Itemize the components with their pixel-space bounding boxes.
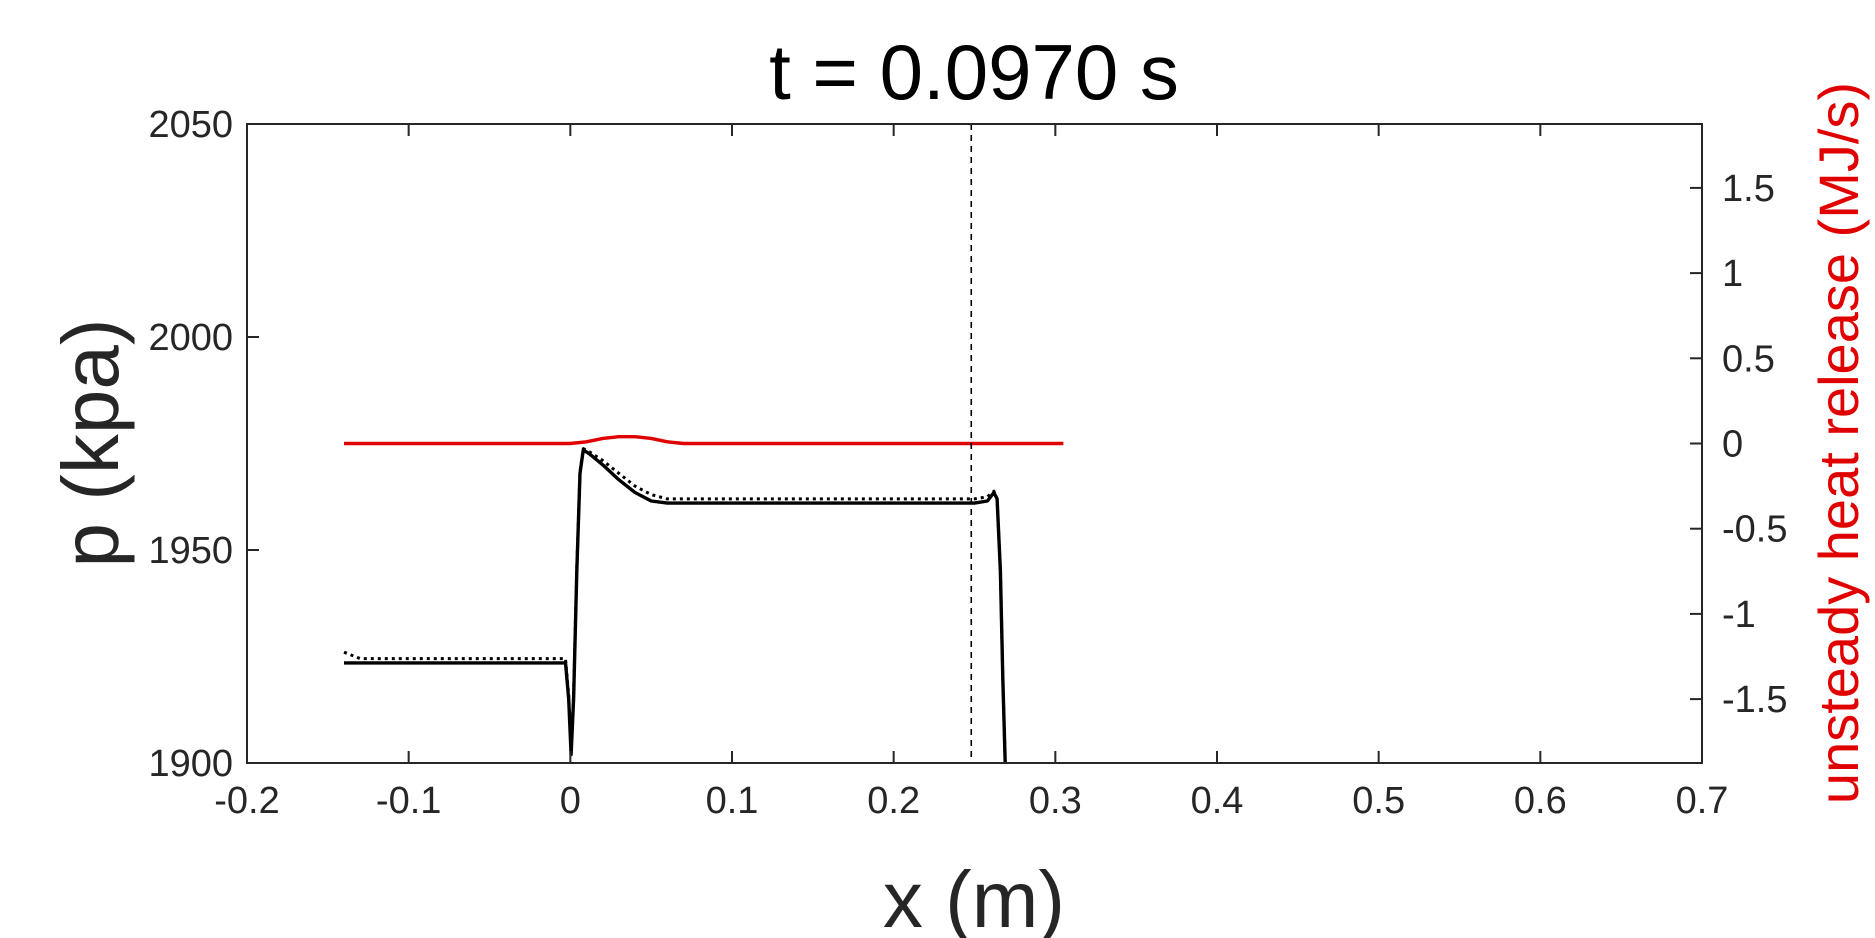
series-layer	[343, 435, 1064, 764]
y-left-tick-label: 2050	[148, 104, 233, 146]
y-axis-label-left: p (kpa)	[46, 319, 135, 568]
y-right-tick-label: 0.5	[1722, 338, 1775, 380]
x-tick-label: 0.2	[867, 780, 920, 822]
x-axis-label: x (m)	[883, 855, 1065, 938]
chart-title: t = 0.0970 s	[769, 28, 1179, 116]
series-line-1	[343, 447, 1007, 764]
x-tick-label: 0.3	[1029, 780, 1082, 822]
y-right-tick-label: -1	[1722, 594, 1756, 636]
y-right-tick-label: 1.5	[1722, 168, 1775, 210]
x-tick-label: 0.7	[1676, 780, 1729, 822]
x-tick-label: -0.1	[376, 780, 441, 822]
x-tick-label: 0	[560, 780, 581, 822]
y-right-tick-label: -0.5	[1722, 509, 1787, 551]
y-left-tick-label: 1950	[148, 530, 233, 572]
y-left-tick-label: 2000	[148, 317, 233, 359]
x-tick-label: 0.1	[706, 780, 759, 822]
ticks-layer: -0.2 -0.1 0 0.1 0.2 0.3 0.4 0.5 0.6 0.7 1900 1950 20…	[148, 104, 1787, 822]
series-line-2	[344, 435, 1064, 446]
y-right-tick-label: 1	[1722, 253, 1743, 295]
y-right-tick-label: -1.5	[1722, 679, 1787, 721]
x-tick-label: -0.2	[214, 780, 279, 822]
y-axis-label-right: unsteady heat release (MJ/s)	[1807, 82, 1870, 804]
x-tick-label: 0.4	[1191, 780, 1244, 822]
x-tick-label: 0.5	[1352, 780, 1405, 822]
x-tick-label: 0.6	[1514, 780, 1567, 822]
y-right-tick-label: 0	[1722, 424, 1743, 466]
y-left-tick-label: 1900	[148, 743, 233, 785]
